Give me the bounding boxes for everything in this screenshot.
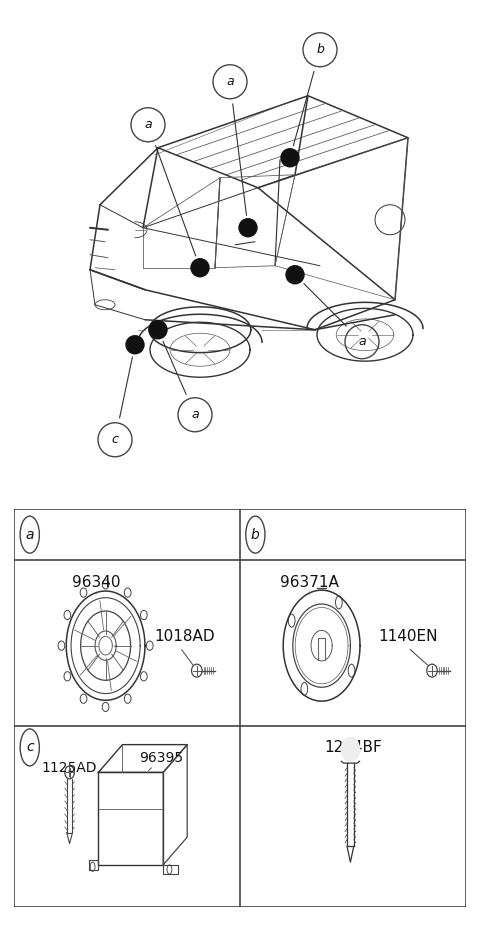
Text: 1140EN: 1140EN [378,629,438,644]
Text: a: a [191,408,199,421]
Circle shape [191,259,209,277]
Text: a: a [358,335,366,348]
Text: a: a [226,75,234,88]
Text: a: a [144,118,152,131]
Circle shape [149,321,167,339]
Text: 96340: 96340 [72,575,120,590]
Text: 1018AD: 1018AD [155,629,215,644]
Text: 1125AD: 1125AD [42,760,97,775]
Text: c: c [111,433,119,446]
Circle shape [281,149,299,166]
Text: 96371A: 96371A [280,575,339,590]
Text: b: b [251,527,260,542]
Circle shape [239,218,257,237]
Ellipse shape [341,737,360,761]
Text: b: b [316,43,324,56]
Circle shape [126,336,144,353]
Text: 1244BF: 1244BF [324,740,382,755]
Text: a: a [25,527,34,542]
Text: c: c [26,740,34,755]
Text: 96395: 96395 [139,751,183,766]
Circle shape [286,265,304,284]
